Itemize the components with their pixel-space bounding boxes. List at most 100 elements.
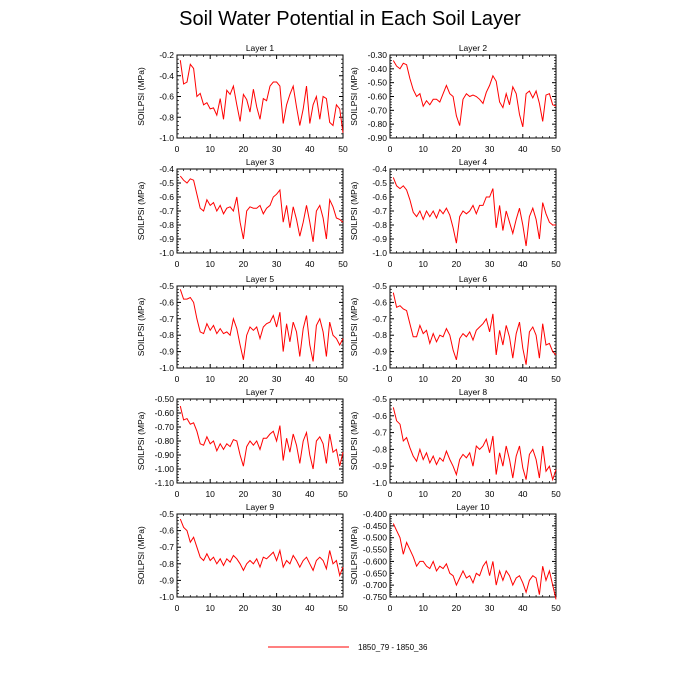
- layer-6-xtick-label: 50: [551, 374, 561, 384]
- layer-9-plot-frame: [176, 513, 344, 598]
- layer-6-ytick-label: -0.8: [372, 330, 387, 340]
- layer-6-ytick-label: -0.9: [372, 347, 387, 357]
- layer-7-ytick-label: -0.60: [155, 408, 175, 418]
- layer-10-ytick-label: -0.450: [363, 521, 387, 531]
- layer-1-xtick-label: 0: [175, 144, 180, 154]
- layer-4-plot-frame: [389, 168, 557, 254]
- layer-10-xtick-label: 30: [485, 603, 495, 613]
- layer-9-ytick-label: -0.8: [159, 559, 174, 569]
- layer-5-ylabel: SOILPSI (MPa): [136, 298, 146, 357]
- layer-2-ylabel: SOILPSI (MPa): [349, 67, 359, 126]
- layer-5-plot-frame: [176, 285, 344, 369]
- layer-1-series-line: [179, 60, 344, 133]
- layer-8-ytick-label: -0.5: [372, 394, 387, 404]
- layer-10-ytick-label: -0.500: [363, 533, 387, 543]
- layer-6-ytick-label: -0.5: [372, 281, 387, 291]
- layer-10-ytick-label: -0.550: [363, 545, 387, 555]
- layer-4-xtick-label: 50: [551, 259, 561, 269]
- layer-8-ytick-label: -0.8: [372, 444, 387, 454]
- layer-5-title: Layer 5: [246, 274, 275, 284]
- layer-5-xtick-label: 0: [175, 374, 180, 384]
- layer-2-ytick-label: -0.90: [368, 133, 388, 143]
- layer-9-xtick-label: 20: [239, 603, 249, 613]
- layer-7-ylabel: SOILPSI (MPa): [136, 412, 146, 471]
- layer-7-ytick-label: -0.50: [155, 394, 175, 404]
- layer-10-ytick-label: -0.750: [363, 592, 387, 602]
- layer-2-xtick-label: 50: [551, 144, 561, 154]
- layer-2-title: Layer 2: [459, 43, 488, 53]
- layer-7-plot-frame: [176, 398, 344, 484]
- layer-3-xtick-label: 20: [239, 259, 249, 269]
- layer-5-xtick-label: 10: [205, 374, 215, 384]
- figure-title: Soil Water Potential in Each Soil Layer: [179, 8, 521, 30]
- layer-4-xtick-label: 40: [518, 259, 528, 269]
- layer-8-ytick-label: -1.0: [372, 478, 387, 488]
- layer-10-xtick-label: 40: [518, 603, 528, 613]
- layer-10-title: Layer 10: [456, 502, 489, 512]
- layer-4-ytick-label: -0.6: [372, 192, 387, 202]
- layer-7-xtick-label: 0: [175, 489, 180, 499]
- layer-4-title: Layer 4: [459, 157, 488, 167]
- layer-8-ylabel: SOILPSI (MPa): [349, 412, 359, 471]
- layer-4-ytick-label: -0.4: [372, 164, 387, 174]
- layer-4-series-line: [392, 177, 556, 247]
- layer-2-plot-frame: [389, 54, 557, 139]
- layer-7-title: Layer 7: [246, 387, 275, 397]
- layer-6-ylabel: SOILPSI (MPa): [349, 298, 359, 357]
- layer-4-ytick-label: -0.8: [372, 220, 387, 230]
- layer-3-plot-frame: [176, 168, 344, 254]
- layer-5-series-line: [179, 289, 344, 362]
- layer-1-xtick-label: 40: [305, 144, 315, 154]
- layer-3-ytick-label: -0.7: [159, 206, 174, 216]
- layer-1-ytick-label: -0.4: [159, 71, 174, 81]
- layer-7-series-line: [179, 405, 344, 470]
- layer-10-ytick-label: -0.600: [363, 556, 387, 566]
- layer-4-ytick-label: -0.9: [372, 234, 387, 244]
- layer-10-ytick-label: -0.650: [363, 568, 387, 578]
- layer-3-series-line: [179, 175, 344, 242]
- layer-8-ytick-label: -0.9: [372, 461, 387, 471]
- legend-label: 1850_79 - 1850_36: [358, 643, 428, 652]
- layer-4-ytick-label: -0.7: [372, 206, 387, 216]
- layer-5-ytick-label: -0.9: [159, 347, 174, 357]
- layer-1-xtick-label: 20: [239, 144, 249, 154]
- layer-6-xtick-label: 20: [452, 374, 462, 384]
- layer-9-xtick-label: 10: [205, 603, 215, 613]
- layer-2-ytick-label: -0.80: [368, 119, 388, 129]
- layer-4-xtick-label: 10: [418, 259, 428, 269]
- layer-9-series-line: [179, 518, 344, 578]
- layer-7-xtick-label: 50: [338, 489, 348, 499]
- layer-10-ylabel: SOILPSI (MPa): [349, 526, 359, 585]
- layer-7-xtick-label: 20: [239, 489, 249, 499]
- layer-3-ytick-label: -0.9: [159, 234, 174, 244]
- layer-8-xtick-label: 40: [518, 489, 528, 499]
- layer-3-xtick-label: 30: [272, 259, 282, 269]
- layer-7-xtick-label: 10: [205, 489, 215, 499]
- layer-10-xtick-label: 50: [551, 603, 561, 613]
- layer-7-ytick-label: -1.10: [155, 478, 175, 488]
- layer-1-xtick-label: 10: [205, 144, 215, 154]
- layer-4-ytick-label: -1.0: [372, 248, 387, 258]
- layer-4-ylabel: SOILPSI (MPa): [349, 182, 359, 241]
- layer-1-ytick-label: -1.0: [159, 133, 174, 143]
- layer-9-xtick-label: 50: [338, 603, 348, 613]
- layer-8-xtick-label: 20: [452, 489, 462, 499]
- layer-6-ytick-label: -0.7: [372, 314, 387, 324]
- layer-7-ytick-label: -0.90: [155, 450, 175, 460]
- layer-1-ytick-label: -0.6: [159, 92, 174, 102]
- layer-1-xtick-label: 50: [338, 144, 348, 154]
- layer-3-ytick-label: -0.6: [159, 192, 174, 202]
- layer-3-xtick-label: 10: [205, 259, 215, 269]
- layer-2-ytick-label: -0.70: [368, 105, 388, 115]
- layer-8-title: Layer 8: [459, 387, 488, 397]
- layer-9-ytick-label: -0.5: [159, 509, 174, 519]
- layer-6-ytick-label: -1.0: [372, 363, 387, 373]
- layer-7-ytick-label: -1.00: [155, 464, 175, 474]
- layer-5-xtick-label: 30: [272, 374, 282, 384]
- layer-2-xtick-label: 40: [518, 144, 528, 154]
- layer-7-ytick-label: -0.70: [155, 422, 175, 432]
- layer-3-ylabel: SOILPSI (MPa): [136, 182, 146, 241]
- layer-3-ytick-label: -1.0: [159, 248, 174, 258]
